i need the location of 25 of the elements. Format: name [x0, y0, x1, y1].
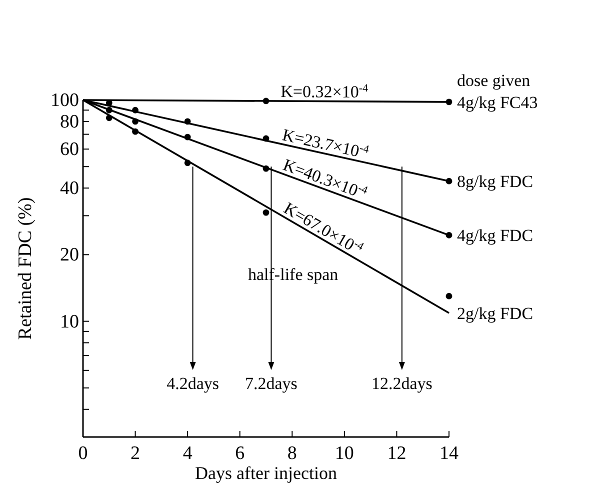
x-tick-label: 10	[334, 443, 354, 464]
x-tick-label: 12	[387, 443, 406, 464]
x-tick-label: 0	[78, 443, 88, 464]
annotation: 12.2days	[371, 374, 432, 393]
series-label: 2g/kg FDC	[457, 304, 534, 324]
x-tick-label: 14	[440, 443, 459, 464]
y-tick-label: 20	[60, 244, 79, 266]
annotation: 4.2days	[166, 374, 220, 393]
y-tick-label: 60	[60, 139, 79, 160]
series-label: 4g/kg FDC	[457, 226, 534, 246]
x-axis-title: Days after injection	[195, 463, 337, 483]
annotation: K=0.32×10$^{-4}$	[280, 82, 369, 102]
x-tick-label: 6	[235, 443, 245, 464]
series-label: 4g/kg FC43	[457, 92, 538, 112]
x-tick-label: 2	[130, 443, 140, 464]
annotation: 7.2days	[245, 374, 298, 393]
series-label: 8g/kg FDC	[457, 172, 534, 192]
y-tick-label: 10	[60, 311, 79, 332]
x-tick-label: 4	[182, 443, 193, 464]
y-tick-label: 80	[60, 111, 79, 132]
x-tick-label: 8	[287, 443, 297, 464]
y-tick-label: 40	[60, 178, 79, 200]
y-tick-label: 100	[50, 90, 79, 111]
text: dose given	[457, 71, 531, 90]
y-axis-title: Retained FDC (%)	[15, 197, 36, 340]
